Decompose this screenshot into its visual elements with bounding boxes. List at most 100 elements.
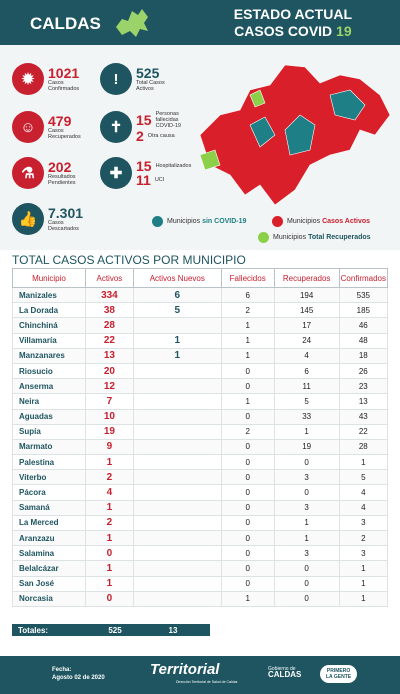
table-row: Anserma 12 0 11 23 [12, 378, 389, 395]
cell-confirmados: 535 [338, 286, 389, 304]
table-row: Norcasia 0 1 0 1 [12, 590, 389, 607]
cell-municipio: La Dorada [12, 302, 86, 319]
stat-descartados: 👍 7.301 Casos Descartados [12, 203, 88, 235]
cell-confirmados: 1 [338, 590, 389, 607]
totals-nuevos: 13 [168, 625, 178, 635]
cell-recuperados: 11 [273, 378, 340, 395]
cell-recuperados: 6 [273, 362, 340, 380]
cell-confirmados: 4 [338, 499, 389, 516]
cell-activos: 1 [84, 499, 134, 516]
stat-value: 15 [136, 158, 152, 174]
cell-recuperados: 0 [273, 560, 340, 577]
cell-fallecidos: 0 [220, 514, 275, 532]
table-row: Neira 7 1 5 13 [12, 393, 389, 410]
cell-activos: 0 [84, 590, 134, 607]
cell-municipio: Samaná [12, 499, 86, 516]
stat-label: UCI [154, 177, 165, 183]
cell-fallecidos: 1 [220, 590, 275, 607]
cell-recuperados: 3 [273, 469, 340, 486]
stat-label: Otra causa [147, 133, 175, 139]
cell-confirmados: 1 [338, 575, 389, 592]
cell-activos-nuevos [132, 408, 222, 425]
table-row: La Merced 2 0 1 3 [12, 514, 389, 532]
table-row: Salamina 0 0 3 3 [12, 545, 389, 562]
cell-fallecidos: 0 [220, 560, 275, 577]
cell-municipio: Anserma [12, 378, 86, 395]
footer: Fecha: Agosto 02 de 2020 Territorial Dir… [0, 656, 400, 694]
legend-item-recuperados: Municipios Total Recuperados [258, 232, 371, 243]
cell-fallecidos: 0 [220, 454, 275, 471]
cell-activos-nuevos [132, 545, 222, 562]
cell-confirmados: 185 [338, 302, 389, 319]
table-title: TOTAL CASOS ACTIVOS POR MUNICIPIO [12, 253, 246, 267]
legend-dot [152, 216, 163, 227]
table-row: Viterbo 2 0 3 5 [12, 469, 389, 486]
cell-confirmados: 26 [338, 362, 389, 380]
table-row: Aguadas 10 0 33 43 [12, 408, 389, 425]
cell-activos: 1 [84, 560, 134, 577]
cell-recuperados: 1 [273, 529, 340, 547]
cell-fallecidos: 0 [220, 499, 275, 516]
stats-panel: ✹ 1021 Casos Confirmados ! 525 Total Casos… [0, 45, 400, 250]
cell-activos: 0 [84, 545, 134, 562]
table-row: Samaná 1 0 3 4 [12, 499, 389, 516]
stat-label: Resultados Pendientes [48, 174, 76, 186]
cell-recuperados: 24 [273, 332, 340, 349]
cell-confirmados: 2 [338, 529, 389, 547]
cell-activos: 1 [84, 454, 134, 471]
cell-municipio: Manzanares [12, 347, 86, 364]
stat-value: 2 [136, 128, 144, 144]
map-region-sin-covid [284, 114, 316, 156]
title-number: 19 [336, 23, 352, 39]
table-row: Manizales 334 6 6 194 535 [12, 286, 389, 304]
gov-line1: Gobierno de [268, 666, 296, 672]
cell-activos-nuevos: 5 [132, 302, 222, 319]
cell-activos-nuevos: 6 [132, 286, 222, 304]
cell-activos-nuevos [132, 529, 222, 547]
legend-bold: Total Recuperados [308, 234, 371, 241]
table-row: Chinchiná 28 1 17 46 [12, 317, 389, 334]
stat-value: 11 [136, 172, 151, 188]
cell-recuperados: 1 [273, 514, 340, 532]
cell-recuperados: 0 [273, 575, 340, 592]
cell-confirmados: 3 [338, 514, 389, 532]
cell-municipio: Manizales [12, 286, 86, 304]
stat-label: Personas fallecidas COVID-19 [155, 111, 181, 129]
cell-activos-nuevos [132, 575, 222, 592]
gov-line2: CALDAS [268, 670, 302, 679]
stat-hospitalizados: ✚ 15 Hospitalizados 11 UCI [100, 157, 191, 189]
cell-activos-nuevos [132, 590, 222, 607]
cell-activos-nuevos [132, 423, 222, 440]
cell-municipio: San José [12, 575, 86, 592]
legend-prefix: Municipios [287, 218, 321, 225]
cell-activos: 334 [84, 286, 134, 304]
cell-recuperados: 5 [273, 393, 340, 410]
stat-label: Total Casos Activos [136, 80, 165, 92]
stat-pendientes: ⚗ 202 Resultados Pendientes [12, 157, 88, 189]
cell-municipio: Norcasia [12, 590, 86, 607]
slogan-line2: LA GENTE [326, 674, 352, 680]
cell-fallecidos: 0 [220, 545, 275, 562]
legend-bold: Casos Activos [322, 218, 371, 225]
cell-municipio: Aguadas [12, 408, 86, 425]
cell-fallecidos: 1 [220, 332, 275, 349]
cell-confirmados: 1 [338, 454, 389, 471]
date-label: Fecha: [52, 667, 72, 673]
cell-activos-nuevos [132, 454, 222, 471]
cell-fallecidos: 1 [220, 393, 275, 410]
legend-dot [258, 232, 269, 243]
header: CALDAS ESTADO ACTUAL CASOS COVID 19 [0, 0, 400, 45]
map-region-sin-covid [329, 89, 366, 121]
title-line2: CASOS COVID [234, 23, 333, 39]
cell-municipio: Chinchiná [12, 317, 86, 334]
cell-recuperados: 1 [273, 423, 340, 440]
table-row: Belalcázar 1 0 0 1 [12, 560, 389, 577]
cell-fallecidos: 0 [220, 378, 275, 395]
cell-recuperados: 4 [273, 347, 340, 364]
cell-fallecidos: 0 [220, 469, 275, 486]
cell-municipio: Viterbo [12, 469, 86, 486]
cell-activos: 19 [84, 423, 134, 440]
col-header: Activos [84, 268, 134, 288]
cell-activos: 1 [84, 529, 134, 547]
cell-municipio: Belalcázar [12, 560, 86, 577]
